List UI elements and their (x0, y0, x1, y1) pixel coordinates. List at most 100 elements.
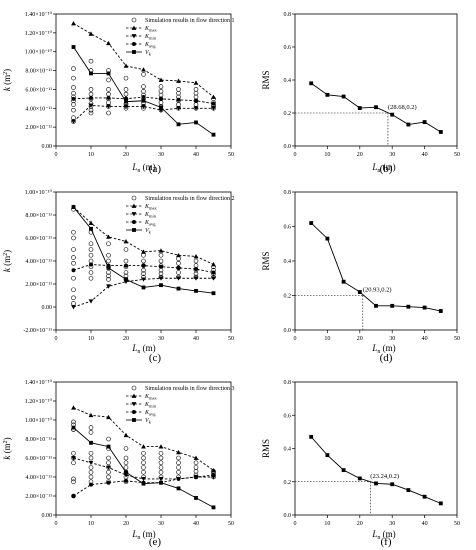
x-tick-label: 50 (228, 336, 234, 342)
series-point-Kmax (176, 449, 181, 455)
series-point-Kavg (89, 95, 93, 100)
x-tick-label: 40 (193, 521, 199, 527)
simulation-point (193, 90, 199, 96)
simulation-point (106, 436, 111, 442)
simulation-point (106, 460, 111, 466)
legend-sub: k (149, 420, 152, 425)
simulation-point (123, 91, 129, 97)
y-axis-label-unit: (m (2, 75, 12, 87)
series-point-Vk (176, 486, 181, 491)
series-point-rms (341, 94, 346, 99)
series-point-rms (390, 303, 395, 308)
legend-sub: avg (149, 222, 156, 227)
x-axis-label-main: L (131, 343, 137, 353)
series-point-Vk (124, 277, 128, 282)
series-point-rms (438, 130, 443, 134)
simulation-point (141, 469, 146, 475)
simulation-point (123, 455, 129, 461)
series-point-Kmax (88, 412, 94, 418)
legend-text: K (144, 34, 150, 40)
simulation-point (193, 465, 199, 470)
legend-sub: max (149, 396, 157, 401)
x-tick-label: 50 (228, 152, 234, 158)
x-axis-label-unit: (m) (380, 343, 395, 353)
series-point-Kavg (176, 265, 181, 270)
series-point-Kmin (211, 276, 216, 281)
series-point-Vk (159, 480, 163, 485)
legend-entry: Vk (145, 418, 152, 425)
panel-label: (a) (149, 163, 162, 175)
legend-entry: Kmax (144, 204, 158, 211)
series-point-Kmax (158, 444, 164, 449)
series-point-Vk (211, 505, 216, 510)
series-point-rms (422, 120, 427, 124)
simulation-point (88, 430, 94, 435)
panel-label: (e) (149, 536, 162, 548)
series-point-Kmin (176, 106, 181, 111)
legend-marker (131, 203, 137, 208)
y-tick-label: 0.6 (284, 413, 292, 419)
series-point-Vk (211, 291, 216, 296)
legend-marker (131, 212, 137, 217)
x-axis-label-unit: (m) (140, 343, 155, 353)
legend-entry: Kmin (144, 34, 157, 41)
x-axis-label: Ln (m) (131, 162, 155, 174)
series-point-Kavg (176, 97, 181, 102)
simulation-point (71, 295, 76, 301)
simulation-point (88, 241, 94, 247)
simulation-point (158, 100, 164, 105)
simulation-point (71, 102, 76, 107)
x-tick-label: 0 (294, 521, 297, 527)
legend-sub: k (149, 230, 152, 235)
series-point-Kavg (176, 476, 181, 481)
series-point-rms (325, 236, 330, 241)
series-point-Kavg (124, 478, 128, 483)
series-point-Vk (71, 45, 76, 49)
series-line-Kmin (73, 277, 214, 308)
simulation-point (176, 469, 181, 475)
y-axis-label-sup: 2 (3, 72, 9, 75)
x-tick-label: 10 (324, 336, 330, 342)
y-tick-label: 0.8 (284, 190, 292, 196)
series-point-Kavg (141, 94, 146, 99)
x-tick-label: 20 (357, 336, 363, 342)
series-point-rms (406, 304, 411, 309)
series-line-rms (310, 222, 441, 312)
panel-label: (d) (380, 352, 393, 364)
series-point-Kmin (123, 473, 129, 478)
series-line-Kmin (73, 457, 214, 480)
series-point-rms (422, 305, 427, 310)
x-axis-label-main: L (371, 343, 377, 353)
y-axis-label-close: ) (2, 250, 12, 253)
y-tick-label: 0.8 (284, 380, 292, 386)
x-tick-label: 30 (158, 521, 164, 527)
y-tick-label: 0.6 (284, 225, 292, 231)
panel-label: (f) (381, 536, 392, 548)
series-point-Kmin (193, 276, 199, 281)
simulation-point (176, 270, 181, 275)
simulation-point (158, 465, 164, 470)
chart-panel-f: 0 10 20 30 40 50 0.0 0.2 0.4 0.6 0.8 RMS Ln (m)(f) (2… (261, 380, 460, 548)
legend-marker (132, 418, 136, 422)
series-point-rms (309, 81, 314, 86)
y-axis-label: RMS (261, 70, 271, 89)
y-tick-label: 2.00×10⁻¹¹ (25, 282, 52, 288)
simulation-point (193, 271, 199, 276)
series-point-rms (406, 488, 411, 492)
chart-panel-a: 0 10 20 30 40 50 0.00 2.00×10⁻¹¹ 4.00×10⁻¹¹ 6.00×… (2, 11, 235, 175)
simulation-point (88, 425, 94, 430)
legend-entry: Kmax (144, 394, 158, 401)
simulation-point (106, 270, 111, 275)
simulation-point (106, 77, 111, 83)
legend-entry: Kmin (144, 402, 157, 409)
simulation-point (193, 87, 199, 92)
simulation-point (88, 87, 94, 92)
y-tick-label: 1.20×10⁻¹⁰ (25, 30, 53, 37)
legend-entry: Vk (145, 228, 152, 235)
legend-text: K (144, 410, 150, 416)
series-line-Kmax (73, 23, 214, 98)
series-point-rms (406, 122, 411, 127)
x-tick-label: 50 (454, 521, 460, 527)
plot-frame (294, 13, 458, 147)
legend-entry: Vk (145, 50, 152, 57)
